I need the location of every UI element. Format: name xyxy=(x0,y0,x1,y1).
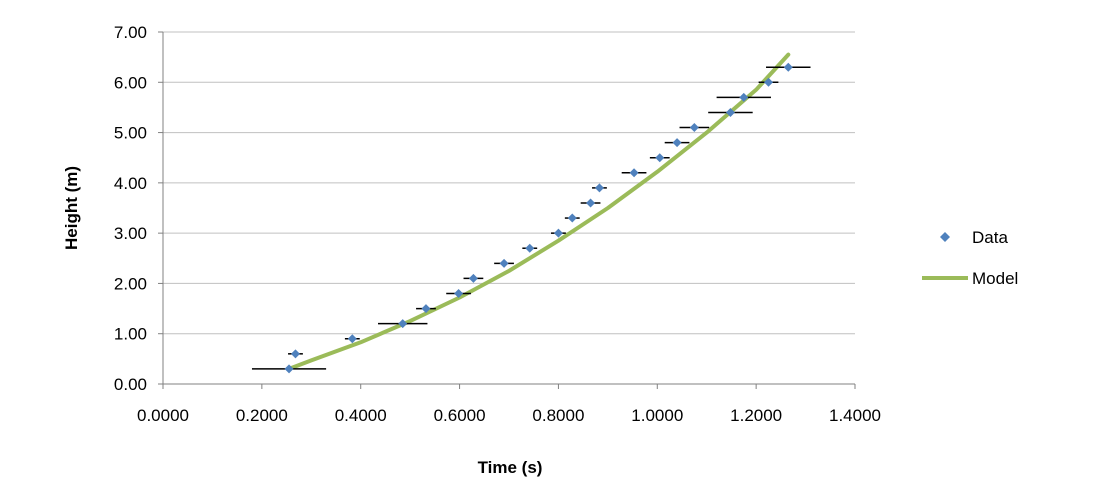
data-point xyxy=(398,319,408,329)
data-point xyxy=(655,153,665,163)
y-axis-title: Height (m) xyxy=(62,166,81,250)
gridlines xyxy=(158,31,855,385)
x-tick-label: 0.8000 xyxy=(532,406,584,425)
data-point xyxy=(347,334,357,344)
data-point xyxy=(672,138,682,148)
legend-data-label: Data xyxy=(972,228,1008,247)
data-point xyxy=(764,77,773,87)
data-point xyxy=(629,168,639,178)
y-tick-label: 2.00 xyxy=(114,274,147,293)
data-point xyxy=(290,349,300,359)
y-tick-label: 7.00 xyxy=(114,23,147,42)
x-tick-label: 0.0000 xyxy=(137,406,189,425)
y-tick-label: 5.00 xyxy=(114,124,147,143)
legend-item-model: Model xyxy=(922,269,1018,288)
legend-item-data: Data xyxy=(940,228,1008,247)
data-point xyxy=(567,213,577,223)
data-point xyxy=(783,62,793,72)
data-point xyxy=(725,107,735,117)
y-tick-label: 3.00 xyxy=(114,224,147,243)
data-point xyxy=(468,273,478,283)
data-point xyxy=(499,258,509,268)
y-tick-labels: 0.00 1.00 2.00 3.00 4.00 5.00 6.00 7.00 xyxy=(114,23,147,394)
legend-data-marker xyxy=(940,232,950,242)
data-points xyxy=(284,62,793,374)
data-point xyxy=(284,364,294,374)
x-axis-title: Time (s) xyxy=(478,458,543,477)
x-tick-label: 1.2000 xyxy=(730,406,782,425)
data-point xyxy=(553,228,563,238)
y-tick-label: 4.00 xyxy=(114,174,147,193)
data-point xyxy=(739,92,749,102)
model-line-series xyxy=(287,52,791,371)
data-point xyxy=(586,198,596,208)
y-tick-label: 1.00 xyxy=(114,325,147,344)
y-tick-label: 6.00 xyxy=(114,73,147,92)
data-point xyxy=(689,123,699,133)
legend-model-label: Model xyxy=(972,269,1018,288)
data-point xyxy=(454,288,464,298)
legend: Data Model xyxy=(922,228,1018,288)
data-point xyxy=(525,243,535,253)
x-tick-label: 0.6000 xyxy=(434,406,486,425)
data-point xyxy=(421,304,431,314)
axes xyxy=(162,32,856,389)
x-tick-label: 0.4000 xyxy=(335,406,387,425)
data-point xyxy=(594,183,604,193)
y-tick-label: 0.00 xyxy=(114,375,147,394)
x-tick-label: 1.4000 xyxy=(829,406,881,425)
x-tick-label: 0.2000 xyxy=(236,406,288,425)
x-tick-label: 1.0000 xyxy=(631,406,683,425)
x-tick-labels: 0.0000 0.2000 0.4000 0.6000 0.8000 1.0000 1.20… xyxy=(137,406,881,425)
model-line xyxy=(287,52,791,371)
